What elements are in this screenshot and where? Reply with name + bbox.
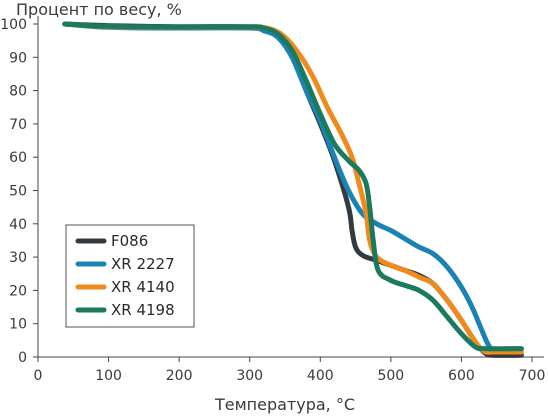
y-tick-label: 50 xyxy=(9,184,27,200)
y-tick-label: 90 xyxy=(9,50,27,66)
legend-label-f086: F086 xyxy=(111,232,148,250)
legend-label-xr-2227: XR 2227 xyxy=(111,255,175,273)
x-tick-label: 100 xyxy=(95,368,122,384)
legend: F086 XR 2227 XR 4140 XR 4198 xyxy=(65,224,195,328)
x-tick-label: 500 xyxy=(377,368,404,384)
x-tick-label: 200 xyxy=(166,368,193,384)
y-tick-label: 100 xyxy=(0,17,27,33)
y-tick-label: 70 xyxy=(9,117,27,133)
y-tick-label: 0 xyxy=(18,350,27,366)
y-tick-label: 80 xyxy=(9,84,27,100)
x-axis-title: Температура, °C xyxy=(214,395,355,414)
x-tick-label: 0 xyxy=(34,368,43,384)
y-tick-label: 20 xyxy=(9,283,27,299)
y-tick-label: 30 xyxy=(9,250,27,266)
x-tick-label: 700 xyxy=(519,368,546,384)
series-line-xr-4198 xyxy=(62,21,524,352)
legend-label-xr-4198: XR 4198 xyxy=(111,301,175,319)
x-tick-label: 300 xyxy=(236,368,263,384)
x-tick-label: 600 xyxy=(448,368,475,384)
y-axis-title: Процент по весу, % xyxy=(16,0,182,19)
y-tick-label: 10 xyxy=(9,317,27,333)
y-tick-label: 40 xyxy=(9,217,27,233)
series-layer xyxy=(62,21,524,358)
legend-label-xr-4140: XR 4140 xyxy=(111,278,175,296)
x-tick-label: 400 xyxy=(307,368,334,384)
axes: 0 100 200 300 400 500 600 700 0 10 20 30 40 50 60 70 80 9… xyxy=(0,16,545,384)
y-tick-label: 60 xyxy=(9,150,27,166)
legend-items: F086 XR 2227 XR 4140 XR 4198 xyxy=(75,232,175,319)
